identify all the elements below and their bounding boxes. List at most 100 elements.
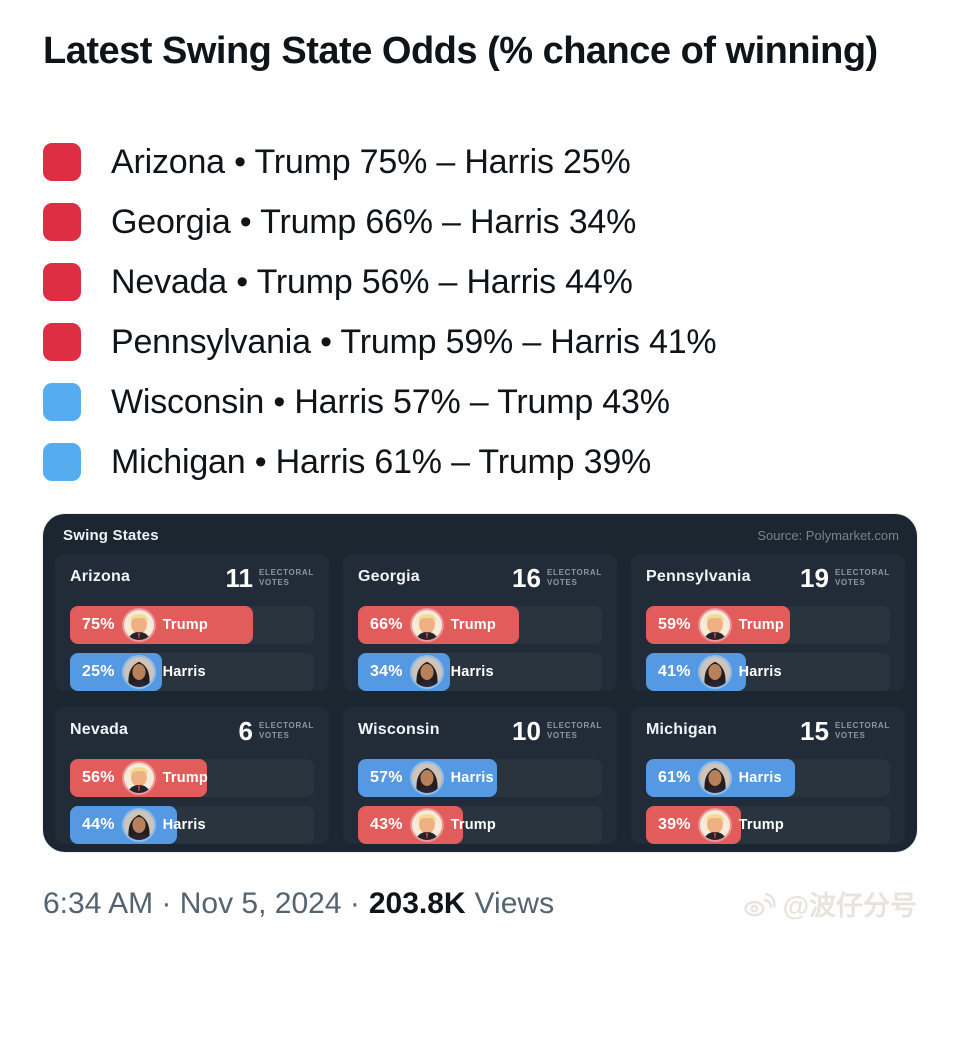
state-name: Arizona bbox=[70, 568, 131, 585]
state-name: Nevada bbox=[70, 721, 129, 738]
card-header: Pennsylvania 19 ELECTORAL VOTES bbox=[646, 565, 890, 597]
candidate-bar: 66% Trump bbox=[358, 606, 602, 644]
graphic-source: Source: Polymarket.com bbox=[757, 527, 899, 543]
ev-label: ELECTORAL VOTES bbox=[834, 721, 890, 740]
percent-label: 56% bbox=[82, 769, 115, 786]
ev-number: 10 bbox=[512, 716, 541, 746]
bar-content: 39% Trump bbox=[646, 806, 890, 844]
odds-text: Michigan • Harris 61% – Trump 39% bbox=[111, 442, 652, 481]
state-card-pennsylvania: Pennsylvania 19 ELECTORAL VOTES 59% bbox=[631, 554, 905, 691]
state-card-nevada: Nevada 6 ELECTORAL VOTES 56% Trump bbox=[55, 707, 329, 844]
bar-content: 61% Harris bbox=[646, 759, 890, 797]
odds-text: Nevada • Trump 56% – Harris 44% bbox=[111, 262, 633, 301]
odds-text: Wisconsin • Harris 57% – Trump 43% bbox=[111, 382, 670, 421]
list-item: Georgia • Trump 66% – Harris 34% bbox=[43, 192, 917, 252]
red-square-icon bbox=[43, 143, 81, 181]
candidate-bar: 56% Trump bbox=[70, 759, 314, 797]
bar-content: 57% Harris bbox=[358, 759, 602, 797]
harris-avatar bbox=[123, 657, 154, 687]
list-item: Michigan • Harris 61% – Trump 39% bbox=[43, 432, 917, 492]
weibo-logo-icon bbox=[742, 890, 776, 918]
candidate-bar: 59% Trump bbox=[646, 606, 890, 644]
candidate-name: Trump bbox=[738, 617, 784, 633]
ev-label: ELECTORAL VOTES bbox=[546, 568, 602, 587]
card-header: Georgia 16 ELECTORAL VOTES bbox=[358, 565, 602, 597]
bar-content: 59% Trump bbox=[646, 606, 890, 644]
card-header: Nevada 6 ELECTORAL VOTES bbox=[70, 718, 314, 750]
harris-avatar bbox=[123, 810, 154, 840]
ev-number: 19 bbox=[800, 563, 829, 593]
tweet-detail: Latest Swing State Odds (% chance of win… bbox=[0, 20, 960, 1039]
ev-label: ELECTORAL VOTES bbox=[258, 721, 314, 740]
swing-states-graphic[interactable]: Swing States Source: Polymarket.com Ariz… bbox=[43, 514, 917, 852]
percent-label: 39% bbox=[658, 816, 691, 833]
percent-label: 41% bbox=[658, 663, 691, 680]
watermark-handle: @波仔分号 bbox=[782, 891, 917, 921]
candidate-name: Harris bbox=[162, 664, 206, 680]
odds-text: Georgia • Trump 66% – Harris 34% bbox=[111, 202, 637, 241]
views-count[interactable]: 203.8K bbox=[368, 886, 466, 920]
list-item: Wisconsin • Harris 57% – Trump 43% bbox=[43, 372, 917, 432]
harris-avatar bbox=[699, 763, 730, 793]
percent-label: 57% bbox=[370, 769, 403, 786]
list-item: Nevada • Trump 56% – Harris 44% bbox=[43, 252, 917, 312]
candidate-bar: 39% Trump bbox=[646, 806, 890, 844]
tweet-title: Latest Swing State Odds (% chance of win… bbox=[43, 30, 878, 72]
candidate-name: Harris bbox=[162, 817, 206, 833]
state-cards-grid: Arizona 11 ELECTORAL VOTES 75% Trum bbox=[55, 554, 905, 844]
candidate-name: Harris bbox=[738, 770, 782, 786]
odds-list: Arizona • Trump 75% – Harris 25% Georgia… bbox=[43, 132, 917, 492]
harris-avatar bbox=[699, 657, 730, 687]
trump-avatar bbox=[123, 763, 154, 793]
percent-label: 44% bbox=[82, 816, 115, 833]
trump-avatar bbox=[699, 610, 730, 640]
bar-fill bbox=[358, 806, 463, 844]
views-label: Views bbox=[474, 886, 555, 920]
list-item: Pennsylvania • Trump 59% – Harris 41% bbox=[43, 312, 917, 372]
card-header: Arizona 11 ELECTORAL VOTES bbox=[70, 565, 314, 597]
percent-label: 34% bbox=[370, 663, 403, 680]
ev-number: 15 bbox=[800, 716, 829, 746]
candidate-bar: 57% Harris bbox=[358, 759, 602, 797]
ev-number: 6 bbox=[238, 716, 253, 746]
candidate-bar: 61% Harris bbox=[646, 759, 890, 797]
state-card-wisconsin: Wisconsin 10 ELECTORAL VOTES 57% Ha bbox=[343, 707, 617, 844]
red-square-icon bbox=[43, 203, 81, 241]
ev-label: ELECTORAL VOTES bbox=[834, 568, 890, 587]
odds-text: Arizona • Trump 75% – Harris 25% bbox=[111, 142, 631, 181]
timestamp: 6:34 AM · Nov 5, 2024 · bbox=[43, 886, 360, 920]
candidate-name: Trump bbox=[162, 770, 208, 786]
electoral-votes: 15 ELECTORAL VOTES bbox=[800, 718, 890, 744]
candidate-name: Harris bbox=[450, 770, 494, 786]
candidate-bar: 25% Harris bbox=[70, 653, 314, 691]
state-name: Michigan bbox=[646, 721, 717, 738]
candidate-bar: 43% Trump bbox=[358, 806, 602, 844]
candidate-name: Trump bbox=[450, 817, 496, 833]
graphic-header: Swing States Source: Polymarket.com bbox=[55, 514, 905, 554]
state-name: Pennsylvania bbox=[646, 568, 751, 585]
percent-label: 25% bbox=[82, 663, 115, 680]
tweet-meta: 6:34 AM · Nov 5, 2024 · 203.8K Views @波仔… bbox=[43, 884, 917, 923]
state-card-michigan: Michigan 15 ELECTORAL VOTES 61% Har bbox=[631, 707, 905, 844]
bar-content: 41% Harris bbox=[646, 653, 890, 691]
blue-square-icon bbox=[43, 443, 81, 481]
bar-fill bbox=[70, 606, 253, 644]
bar-content: 56% Trump bbox=[70, 759, 314, 797]
bar-content: 75% Trump bbox=[70, 606, 314, 644]
graphic-title: Swing States bbox=[63, 526, 159, 544]
state-name: Wisconsin bbox=[358, 721, 440, 738]
ev-number: 11 bbox=[225, 563, 253, 593]
electoral-votes: 19 ELECTORAL VOTES bbox=[800, 565, 890, 591]
candidate-name: Trump bbox=[738, 817, 784, 833]
candidate-bar: 34% Harris bbox=[358, 653, 602, 691]
candidate-name: Harris bbox=[738, 664, 782, 680]
percent-label: 43% bbox=[370, 816, 403, 833]
candidate-bar: 44% Harris bbox=[70, 806, 314, 844]
list-item: Arizona • Trump 75% – Harris 25% bbox=[43, 132, 917, 192]
ev-number: 16 bbox=[512, 563, 541, 593]
percent-label: 75% bbox=[82, 616, 115, 633]
state-card-arizona: Arizona 11 ELECTORAL VOTES 75% Trum bbox=[55, 554, 329, 691]
red-square-icon bbox=[43, 263, 81, 301]
odds-text: Pennsylvania • Trump 59% – Harris 41% bbox=[111, 322, 717, 361]
candidate-name: Harris bbox=[450, 664, 494, 680]
